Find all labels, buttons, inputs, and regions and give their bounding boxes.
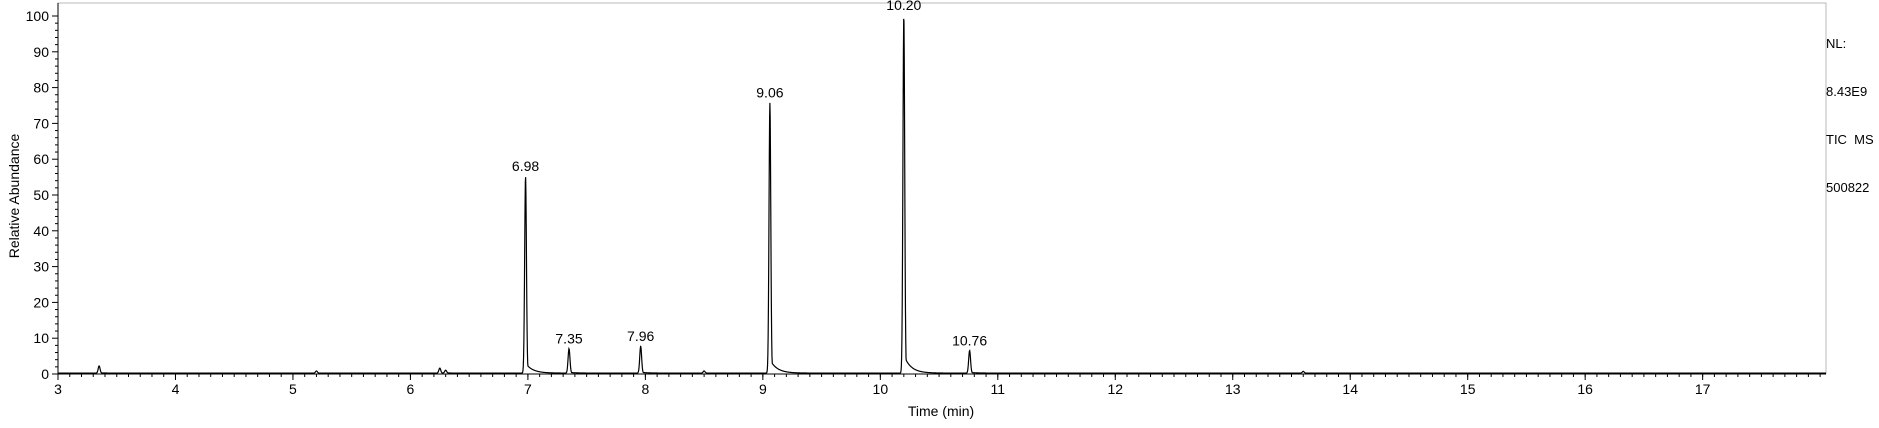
x-axis-title: Time (min) xyxy=(908,403,974,419)
y-tick-label: 10 xyxy=(33,330,49,346)
x-tick-label: 12 xyxy=(1107,381,1123,397)
x-tick-label: 11 xyxy=(991,381,1006,397)
x-tick-label: 6 xyxy=(407,381,415,397)
x-axis-ticks: 3 4 5 6 7 8 9 10 11 12 13 14 15 16 17 xyxy=(54,374,1711,397)
y-tick-label: 30 xyxy=(33,259,49,275)
x-tick-label: 9 xyxy=(759,381,767,397)
x-tick-label: 3 xyxy=(54,381,62,397)
y-axis-title: Relative Abundance xyxy=(6,134,22,259)
x-tick-label: 5 xyxy=(289,381,297,397)
y-tick-label: 80 xyxy=(33,80,49,96)
x-tick-label: 13 xyxy=(1225,381,1241,397)
peak-label: 10.20 xyxy=(886,0,921,13)
y-tick-label: 50 xyxy=(33,187,49,203)
y-tick-label: 70 xyxy=(33,115,49,131)
y-tick-label: 20 xyxy=(33,294,49,310)
scan-type: TIC MS xyxy=(1826,132,1874,147)
x-tick-label: 8 xyxy=(641,381,649,397)
y-tick-label: 40 xyxy=(33,223,49,239)
tic-trace xyxy=(58,18,1826,374)
peak-label: 6.98 xyxy=(512,158,539,174)
y-axis-ticks: 0 10 20 30 40 50 60 70 80 90 100 xyxy=(26,8,58,382)
peak-label: 10.76 xyxy=(952,332,987,348)
file-id: 500822 xyxy=(1826,180,1870,195)
x-tick-label: 16 xyxy=(1577,381,1593,397)
peak-labels: 6.98 7.35 7.96 9.06 10.20 10.76 xyxy=(512,0,987,348)
y-tick-label: 60 xyxy=(33,151,49,167)
x-tick-label: 14 xyxy=(1342,381,1358,397)
plot-frame xyxy=(57,2,1827,375)
normalization-info: NL: 8.43E9 TIC MS 500822 xyxy=(1826,4,1874,212)
x-tick-label: 4 xyxy=(172,381,180,397)
x-tick-label: 10 xyxy=(873,381,889,397)
peak-label: 7.96 xyxy=(627,328,654,344)
nl-label: NL: xyxy=(1826,36,1847,51)
x-tick-label: 7 xyxy=(524,381,532,397)
peak-label: 9.06 xyxy=(756,85,783,101)
x-tick-label: 15 xyxy=(1460,381,1476,397)
nl-value: 8.43E9 xyxy=(1826,84,1868,99)
y-tick-label: 90 xyxy=(33,44,49,60)
y-tick-label: 0 xyxy=(41,366,49,382)
y-tick-label: 100 xyxy=(26,8,50,24)
peak-label: 7.35 xyxy=(555,331,582,347)
x-tick-label: 17 xyxy=(1695,381,1711,397)
